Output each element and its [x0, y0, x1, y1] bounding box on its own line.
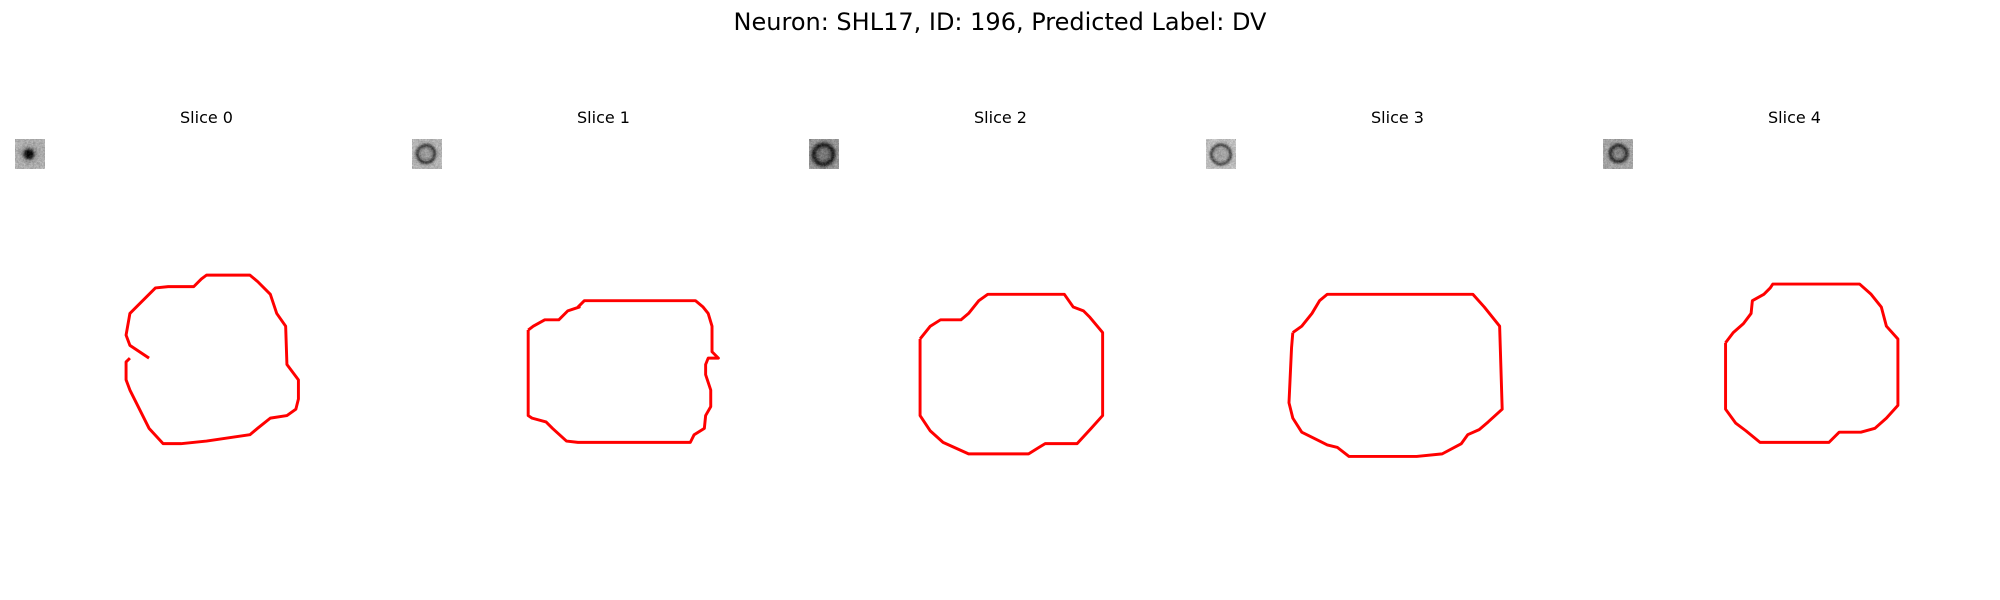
slice-heatmap-2 — [809, 139, 839, 169]
slice-heatmap-1 — [412, 139, 442, 169]
slice-heatmap-4 — [1603, 139, 1633, 169]
roi-contour-4 — [1724, 282, 1900, 444]
slice-title-1: Slice 1 — [577, 108, 630, 127]
slice-image-2 — [809, 139, 1192, 522]
roi-contour-1 — [526, 299, 720, 444]
slice-title-4: Slice 4 — [1768, 108, 1821, 127]
slice-heatmap-0 — [15, 139, 45, 169]
slice-image-1 — [412, 139, 795, 522]
slice-image-4 — [1603, 139, 1986, 522]
slice-title-3: Slice 3 — [1371, 108, 1424, 127]
slice-image-3 — [1206, 139, 1589, 522]
figure-title: Neuron: SHL17, ID: 196, Predicted Label:… — [733, 8, 1267, 36]
slice-title-2: Slice 2 — [974, 108, 1027, 127]
slice-panel-2: Slice 2 — [809, 108, 1192, 522]
slice-image-0 — [15, 139, 398, 522]
slice-panel-3: Slice 3 — [1206, 108, 1589, 522]
roi-contour-2 — [918, 292, 1105, 456]
slice-panel-0: Slice 0 — [15, 108, 398, 522]
roi-contour-0 — [124, 273, 300, 446]
slice-heatmap-3 — [1206, 139, 1236, 169]
slice-panel-4: Slice 4 — [1603, 108, 1986, 522]
slice-panel-1: Slice 1 — [412, 108, 795, 522]
slice-title-0: Slice 0 — [180, 108, 233, 127]
roi-contour-3 — [1287, 292, 1504, 458]
